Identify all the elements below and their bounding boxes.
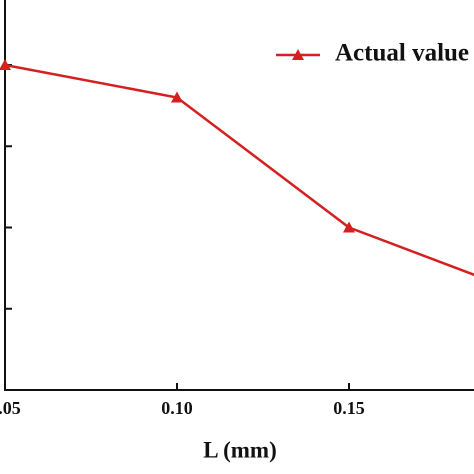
legend-marker: [292, 49, 304, 60]
x-tick-label: 0.05: [0, 398, 21, 418]
x-tick-label: 0.15: [333, 398, 365, 418]
data-line: [4, 63, 474, 277]
data-point: [0, 59, 11, 70]
x-axis-label: L (mm): [203, 437, 276, 462]
legend-label: Actual value: [335, 40, 469, 67]
data-point: [343, 221, 355, 233]
plot-frame: [4, 0, 474, 391]
x-tick-label: 0.10: [161, 398, 193, 418]
data-point: [171, 91, 183, 103]
